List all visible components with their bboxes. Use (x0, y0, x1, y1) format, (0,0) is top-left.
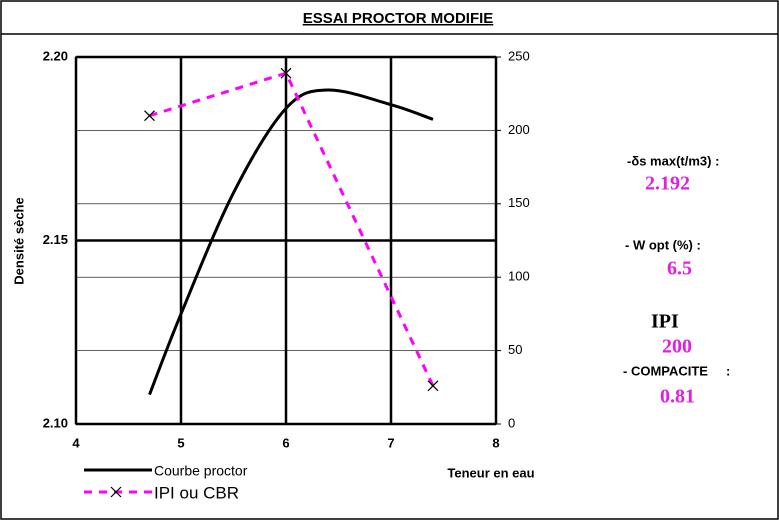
y2-tick-label: 200 (508, 122, 530, 137)
density-label: -δs max(t/m3) : (627, 153, 719, 168)
y-tick-label: 2.20 (43, 48, 68, 63)
density-value: 2.192 (645, 173, 690, 195)
wopt-label: - W opt (%) : (625, 237, 701, 252)
point-marker (144, 110, 155, 122)
y2-tick-label: 0 (508, 415, 515, 430)
compacite-value: 0.81 (660, 386, 695, 408)
y-axis-label: Densité sèche (11, 197, 26, 284)
point-marker (427, 380, 439, 392)
compacite-label: - COMPACITE : (623, 363, 730, 378)
y2-tick-label: 100 (508, 269, 530, 284)
chart-title: ESSAI PROCTOR MODIFIE (303, 10, 494, 27)
series-line (148, 88, 434, 396)
legend-marker (110, 486, 122, 498)
legend-label: IPI ou CBR (154, 483, 239, 502)
x-axis-label: Teneur en eau (447, 465, 534, 480)
ipi-label: IPI (651, 311, 679, 333)
ipi-value: 200 (662, 336, 692, 358)
x-tick-label: 6 (282, 435, 289, 450)
y2-tick-label: 150 (508, 195, 530, 210)
wopt-value: 6.5 (667, 258, 692, 280)
x-tick-label: 7 (387, 435, 394, 450)
legend-label: Courbe proctor (154, 463, 248, 479)
y-tick-label: 2.15 (43, 232, 68, 247)
plot-border (75, 56, 497, 425)
point-marker (280, 67, 292, 79)
x-tick-label: 8 (492, 435, 499, 450)
x-tick-label: 4 (72, 435, 80, 450)
y2-tick-label: 50 (508, 342, 522, 357)
y2-tick-label: 250 (508, 48, 530, 63)
x-tick-label: 5 (177, 435, 184, 450)
y-tick-label: 2.10 (43, 415, 68, 430)
